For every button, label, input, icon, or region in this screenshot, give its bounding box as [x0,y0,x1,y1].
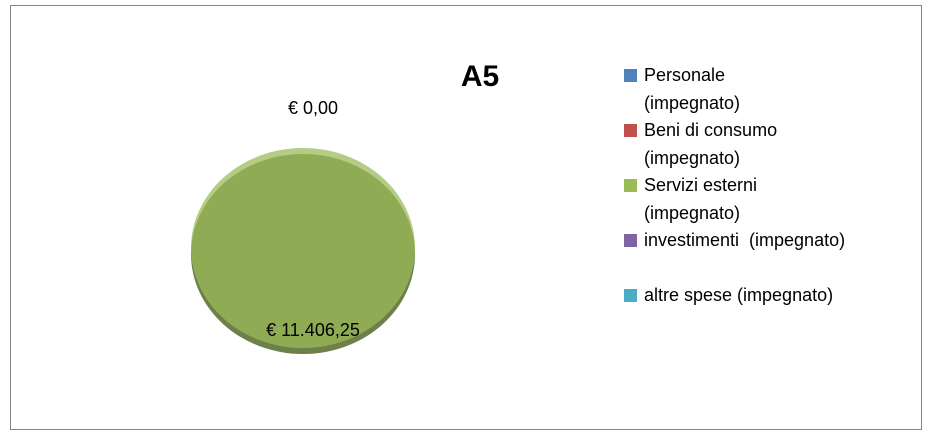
data-label: € 0,00 [288,98,338,118]
pie [191,148,415,348]
legend-item: Beni di consumo (impegnato) [622,117,814,172]
legend-label: investimenti (impegnato) [644,230,846,250]
legend-swatch [624,288,637,302]
legend-swatch [624,69,637,82]
legend-item: altre spese (impegnato) [622,282,931,310]
legend-swatch [624,124,637,137]
legend-item: Personale (impegnato) [622,62,814,117]
legend-label: Beni di consumo (impegnato) [644,120,783,168]
legend-label: altre spese (impegnato) [644,284,834,305]
legend-item: investimenti (impegnato) [622,227,931,255]
legend-label: Personale (impegnato) [644,65,741,113]
legend-item: Servizi esterni (impegnato) [622,172,814,227]
legend-swatch [624,179,637,192]
data-label: € 11.406,25 [266,320,360,340]
legend-label: Servizi esterni (impegnato) [644,175,763,223]
pie-slice [191,148,415,348]
legend: Personale (impegnato) Beni di consumo (im… [622,62,931,309]
chart-title: A5 [461,60,499,93]
chart-border [10,5,922,430]
legend-swatch [624,234,637,247]
